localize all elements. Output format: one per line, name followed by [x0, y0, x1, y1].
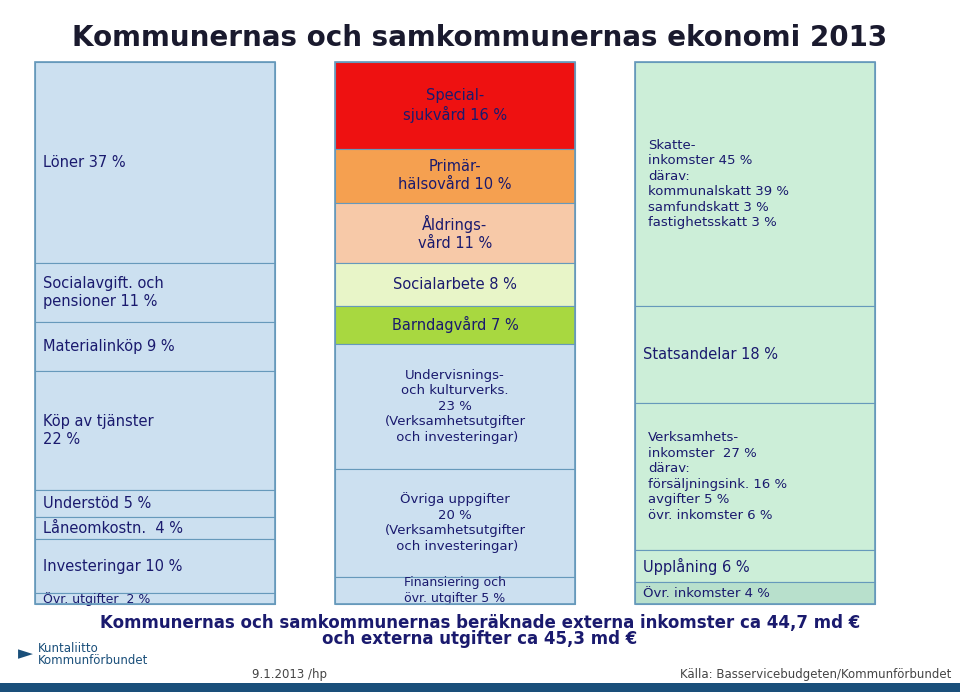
Text: Undervisnings-
och kulturverks.
23 %
(Verksamhetsutgifter
 och investeringar): Undervisnings- och kulturverks. 23 % (Ve…	[385, 369, 525, 444]
Bar	[635, 550, 875, 583]
Text: Statsandelar 18 %: Statsandelar 18 %	[643, 347, 778, 362]
Bar	[35, 62, 275, 604]
Text: Kommunernas och samkommunernas beräknade externa inkomster ca 44,7 md €: Kommunernas och samkommunernas beräknade…	[100, 614, 860, 632]
Text: Köp av tjänster
22 %: Köp av tjänster 22 %	[43, 414, 154, 447]
Text: Finansiering och
övr. utgifter 5 %: Finansiering och övr. utgifter 5 %	[404, 576, 506, 605]
Bar	[335, 62, 575, 604]
Text: Investeringar 10 %: Investeringar 10 %	[43, 558, 182, 574]
Bar	[35, 539, 275, 593]
Bar	[35, 262, 275, 322]
Text: Kommunernas och samkommunernas ekonomi 2013: Kommunernas och samkommunernas ekonomi 2…	[72, 24, 888, 52]
Bar	[35, 62, 275, 262]
Text: Primär-
hälsovård 10 %: Primär- hälsovård 10 %	[398, 159, 512, 192]
Text: 9.1.2013 /hp: 9.1.2013 /hp	[252, 668, 327, 681]
Bar	[35, 593, 275, 604]
Text: ►: ►	[18, 644, 33, 664]
Text: Socialavgift. och
pensioner 11 %: Socialavgift. och pensioner 11 %	[43, 276, 164, 309]
Text: Socialarbete 8 %: Socialarbete 8 %	[393, 277, 516, 292]
Text: Övriga uppgifter
20 %
(Verksamhetsutgifter
 och investeringar): Övriga uppgifter 20 % (Verksamhetsutgift…	[385, 493, 525, 553]
Text: Åldrings-
vård 11 %: Åldrings- vård 11 %	[418, 215, 492, 251]
Text: Special-
sjukvård 16 %: Special- sjukvård 16 %	[403, 88, 507, 123]
Text: Löner 37 %: Löner 37 %	[43, 155, 126, 170]
Bar	[635, 403, 875, 550]
Text: Övr. inkomster 4 %: Övr. inkomster 4 %	[643, 587, 770, 600]
Bar	[335, 62, 575, 149]
Bar	[635, 62, 875, 306]
Bar	[635, 306, 875, 403]
Bar	[335, 149, 575, 203]
Bar	[35, 490, 275, 518]
Bar	[335, 468, 575, 577]
Text: Kommunförbundet: Kommunförbundet	[38, 655, 149, 668]
Text: Understöd 5 %: Understöd 5 %	[43, 496, 152, 511]
Bar	[335, 262, 575, 306]
Text: Skatte-
inkomster 45 %
därav:
kommunalskatt 39 %
samfundskatt 3 %
fastighetsskat: Skatte- inkomster 45 % därav: kommunalsk…	[648, 138, 789, 229]
Text: Källa: Basservicebudgeten/Kommunförbundet: Källa: Basservicebudgeten/Kommunförbunde…	[680, 668, 951, 681]
Bar	[335, 306, 575, 344]
Text: Övr. utgifter  2 %: Övr. utgifter 2 %	[43, 592, 151, 606]
Bar	[35, 371, 275, 490]
Text: Upplåning 6 %: Upplåning 6 %	[643, 558, 750, 574]
Text: och externa utgifter ca 45,3 md €: och externa utgifter ca 45,3 md €	[323, 630, 637, 648]
Bar	[335, 344, 575, 468]
Bar	[0, 683, 960, 692]
Bar	[335, 577, 575, 604]
Text: Verksamhets-
inkomster  27 %
därav:
försäljningsink. 16 %
avgifter 5 %
övr. inko: Verksamhets- inkomster 27 % därav: försä…	[648, 431, 787, 522]
Text: Kuntaliitto: Kuntaliitto	[38, 641, 99, 655]
Bar	[635, 583, 875, 604]
Text: Barndagvård 7 %: Barndagvård 7 %	[392, 316, 518, 334]
Bar	[635, 62, 875, 604]
Bar	[35, 322, 275, 371]
Bar	[335, 203, 575, 262]
Bar	[35, 518, 275, 539]
Text: Låneomkostn.  4 %: Låneomkostn. 4 %	[43, 520, 183, 536]
Text: Materialinköp 9 %: Materialinköp 9 %	[43, 339, 175, 354]
